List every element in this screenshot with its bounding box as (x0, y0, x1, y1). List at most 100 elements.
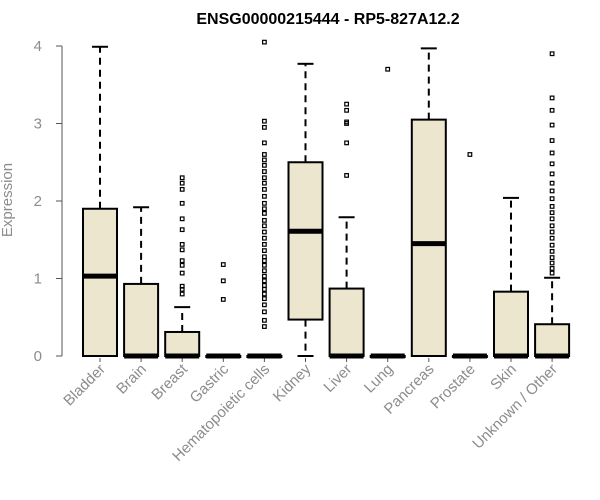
box-rect (123, 282, 160, 357)
outlier-point (549, 138, 555, 143)
outlier-point (549, 171, 555, 177)
box-group (246, 39, 283, 359)
outlier-point (179, 258, 185, 264)
chart-title: ENSG00000215444 - RP5-827A12.2 (196, 11, 459, 28)
outlier-point (262, 118, 267, 124)
outlier-point (262, 169, 267, 174)
box-rect (164, 330, 201, 358)
outlier-point (467, 152, 473, 157)
outlier-point (262, 175, 267, 181)
outlier-point (262, 223, 267, 229)
outlier-point (262, 283, 267, 288)
outlier-point (262, 39, 267, 45)
x-tick-label: Lung (361, 361, 397, 397)
box-rect (328, 287, 365, 358)
outlier-point (262, 235, 267, 241)
outlier-point (549, 196, 555, 202)
y-tick-label: 3 (34, 116, 42, 133)
outlier-point (549, 229, 555, 235)
outlier-point (385, 66, 391, 72)
outlier-point (262, 157, 267, 163)
outlier-point (262, 229, 267, 235)
box-group (205, 262, 242, 359)
box-group (328, 101, 365, 359)
outlier-point (262, 242, 267, 247)
outlier-point (549, 161, 555, 167)
outlier-point (262, 296, 267, 302)
outlier-point (344, 173, 349, 178)
y-axis: 0 1 2 3 4 (34, 38, 63, 365)
outlier-point (549, 242, 555, 248)
outlier-point (262, 180, 267, 186)
x-tick-label: Prostate (427, 361, 479, 413)
outlier-point (262, 273, 267, 279)
outlier-point (262, 193, 267, 199)
outlier-point (262, 152, 267, 157)
outlier-point (179, 186, 185, 192)
box-group (369, 66, 406, 359)
outlier-point (549, 210, 555, 216)
x-tick-label: Kidney (270, 360, 315, 405)
outlier-point (549, 255, 555, 260)
outlier-point (262, 124, 267, 130)
box-group (451, 152, 488, 359)
box-series (82, 39, 571, 359)
box-group (123, 206, 160, 359)
outlier-point (220, 278, 226, 284)
y-tick-label: 4 (34, 38, 42, 55)
outlier-point (549, 204, 555, 209)
x-tick-label: Skin (487, 361, 520, 394)
outlier-point (262, 254, 267, 260)
outlier-point (179, 291, 185, 297)
outlier-point (262, 278, 267, 284)
outlier-point (262, 262, 267, 268)
outlier-point (179, 200, 185, 206)
x-tick-label: Brain (113, 361, 150, 398)
outlier-point (344, 107, 349, 113)
outlier-point (344, 101, 349, 107)
box-group (493, 196, 529, 359)
outlier-point (549, 150, 555, 156)
outlier-point (220, 262, 226, 267)
outlier-point (549, 270, 555, 276)
y-tick-label: 0 (34, 348, 42, 365)
outlier-point (220, 297, 226, 302)
outlier-point (262, 258, 267, 264)
box-rect (534, 323, 571, 358)
outlier-point (549, 235, 555, 241)
x-tick-label: Bladder (60, 361, 109, 410)
outlier-point (262, 268, 267, 274)
outlier-point (549, 188, 555, 194)
box-group (410, 47, 447, 357)
outlier-point (179, 227, 185, 233)
outlier-point (344, 140, 349, 146)
outlier-point (262, 309, 267, 315)
outlier-point (179, 180, 185, 186)
outlier-point (179, 270, 185, 276)
outlier-point (262, 248, 267, 254)
outlier-point (549, 180, 555, 186)
outlier-point (262, 200, 267, 206)
outlier-point (262, 140, 267, 146)
outlier-point (549, 216, 555, 222)
outlier-point (344, 119, 349, 125)
outlier-point (179, 262, 185, 268)
y-tick-label: 2 (34, 193, 42, 210)
outlier-point (262, 211, 267, 216)
outlier-point (262, 162, 267, 168)
box-rect (82, 207, 118, 357)
outlier-point (262, 302, 267, 308)
outlier-point (179, 283, 185, 289)
outlier-point (262, 317, 267, 323)
box-group (164, 175, 201, 359)
box-rect (493, 290, 529, 357)
outlier-point (262, 324, 267, 329)
outlier-point (549, 223, 555, 229)
outlier-point (549, 248, 555, 254)
outlier-point (549, 95, 555, 101)
outlier-point (179, 216, 185, 222)
outlier-point (549, 260, 555, 266)
